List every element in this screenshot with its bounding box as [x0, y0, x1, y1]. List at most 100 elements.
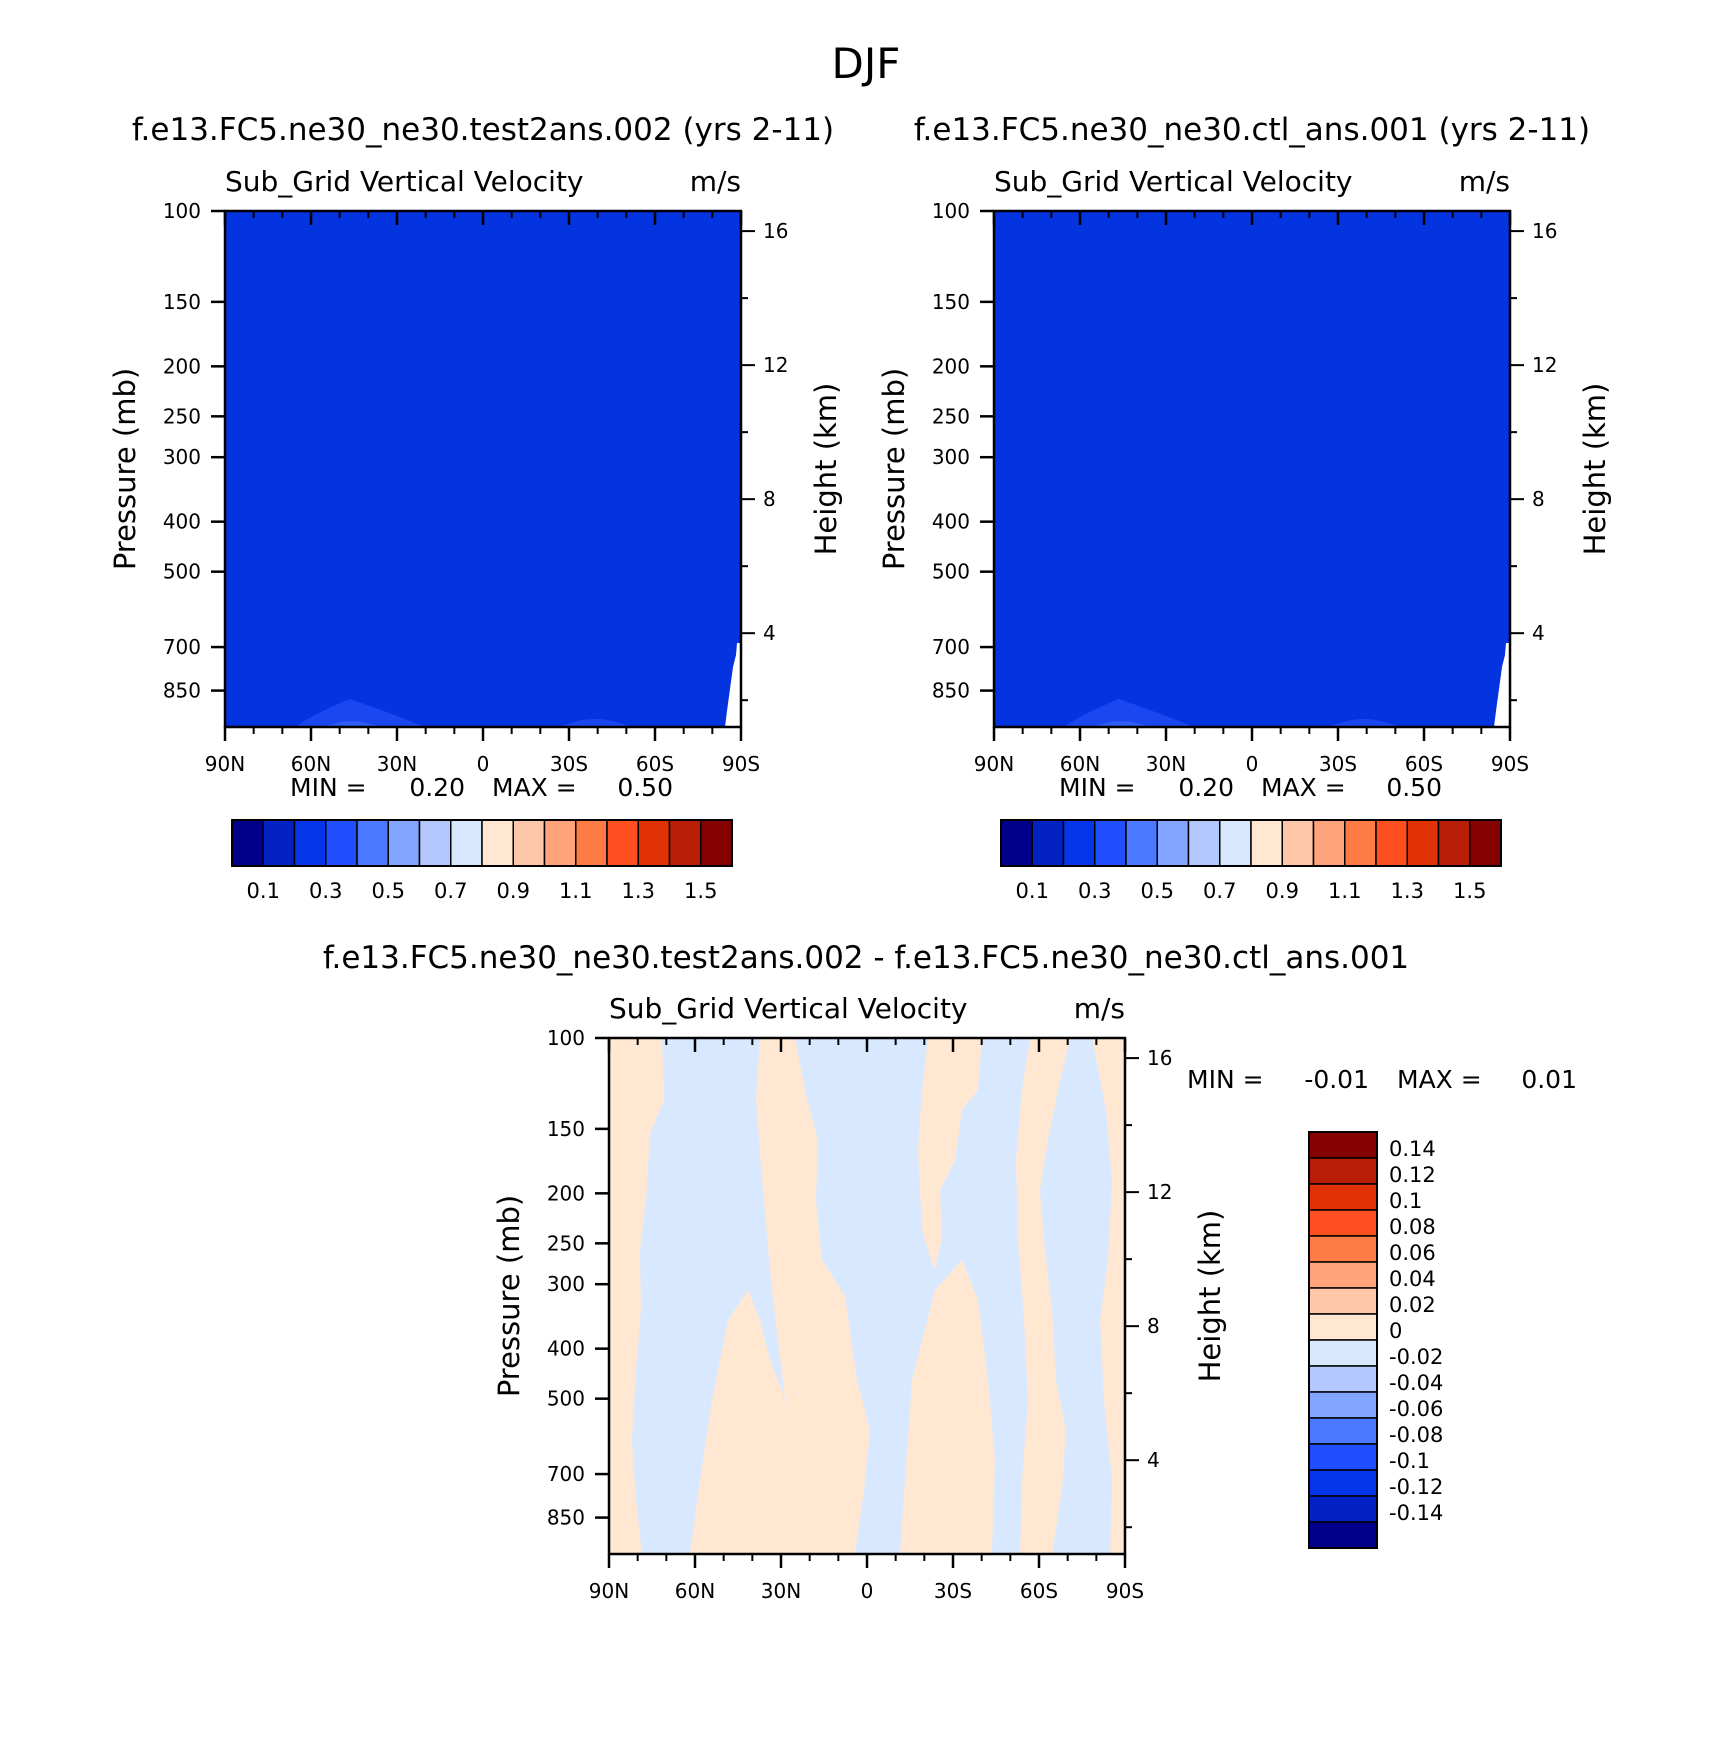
colorbar-box	[1308, 1313, 1378, 1341]
contour-level-0.3	[295, 699, 425, 727]
x-tick-label: 0	[861, 1579, 874, 1603]
colorbar-box	[450, 819, 483, 867]
x-tick-label: 60S	[1020, 1579, 1058, 1603]
colorbar-box	[1281, 819, 1315, 867]
colorbar-label: -0.14	[1389, 1501, 1443, 1525]
units: m/s	[1074, 992, 1125, 1025]
colorbar-label: 1.5	[684, 879, 717, 903]
colorbar-label: 0.7	[1203, 879, 1236, 903]
colorbar-label: 0.3	[309, 879, 342, 903]
panel-control: f.e13.FC5.ne30_ne30.ctl_ans.001 (yrs 2-1…	[877, 112, 1612, 903]
x-tick-label: 0	[1246, 752, 1259, 776]
variable-name: Sub_Grid Vertical Velocity	[994, 165, 1353, 198]
min-value: 0.20	[409, 773, 465, 802]
colorbar-label: -0.02	[1389, 1345, 1443, 1369]
y-tick-label: 700	[163, 635, 201, 659]
plot-area: 90N 60N 30N 0 30S 60S 90S 100 150 200 250 300 400 500…	[108, 165, 843, 903]
colorbar-box	[1308, 1443, 1378, 1471]
colorbar-box	[1308, 1365, 1378, 1393]
max-value: 0.50	[617, 773, 673, 802]
colorbar-box	[1156, 819, 1190, 867]
y-tick-label: 400	[932, 510, 970, 534]
colorbar-frame	[231, 819, 733, 867]
contour-fill	[994, 211, 1510, 727]
colorbar-box	[356, 819, 389, 867]
colorbar-box	[1308, 1261, 1378, 1289]
x-tick-label: 60S	[1405, 752, 1443, 776]
y2-tick-label: 8	[1532, 487, 1545, 511]
y2-tick-label: 8	[1147, 1314, 1160, 1338]
colorbar-box	[1062, 819, 1096, 867]
y-tick-label: 700	[932, 635, 970, 659]
colorbar-label: 0.9	[497, 879, 530, 903]
y2-tick-label: 12	[763, 353, 788, 377]
y2-tick-label: 4	[763, 621, 776, 645]
colorbar-label: -0.1	[1389, 1449, 1430, 1473]
x-tick-label: 0	[477, 752, 490, 776]
y-tick-label: 250	[163, 404, 201, 428]
max-label: MAX =	[1397, 1065, 1482, 1094]
colorbar-box	[1312, 819, 1346, 867]
x-tick-label: 30S	[1319, 752, 1357, 776]
contour-positive-region-7	[1092, 1038, 1125, 1554]
contour-positive-region-3	[756, 1038, 870, 1554]
contour-positive-region-2	[690, 1290, 795, 1554]
panel-difference: f.e13.FC5.ne30_ne30.test2ans.002 - f.e13…	[323, 940, 1577, 1603]
y-tick-label: 200	[932, 354, 970, 378]
colorbar-label: 0.1	[247, 879, 280, 903]
colorbar-box	[1308, 1235, 1378, 1263]
y2-tick-label: 8	[763, 487, 776, 511]
y-tick-label: 700	[547, 1462, 585, 1486]
colorbar-box	[262, 819, 296, 867]
colorbar-label: -0.08	[1389, 1423, 1443, 1447]
y-tick-label: 100	[932, 199, 970, 223]
variable-name: Sub_Grid Vertical Velocity	[225, 165, 584, 198]
variable-name: Sub_Grid Vertical Velocity	[609, 992, 968, 1025]
colorbar-label: 0.5	[1141, 879, 1174, 903]
y2-tick-label: 12	[1147, 1180, 1172, 1204]
contour-field	[994, 211, 1510, 727]
colorbar-box	[1308, 1417, 1378, 1445]
y-tick-label: 850	[932, 679, 970, 703]
x-tick-label: 30N	[377, 752, 417, 776]
colorbar-frame	[1000, 819, 1502, 867]
colorbar-box	[1344, 819, 1377, 867]
max-label: MAX =	[492, 773, 577, 802]
colorbar-box	[1187, 819, 1221, 867]
colorbar-box	[1308, 1131, 1378, 1159]
y-tick-label: 300	[547, 1272, 585, 1296]
y-tick-label: 200	[547, 1181, 585, 1205]
colorbar-box	[231, 819, 264, 867]
colorbar-label: 0.7	[434, 879, 467, 903]
colorbar-box	[700, 819, 733, 867]
max-label: MAX =	[1261, 773, 1346, 802]
min-value: 0.20	[1178, 773, 1234, 802]
x-tick-label: 90N	[589, 1579, 629, 1603]
contour-level-0.35	[1094, 721, 1149, 727]
colorbar-box	[1308, 1469, 1378, 1497]
colorbar-box	[1308, 1157, 1378, 1185]
min-label: MIN =	[290, 773, 367, 802]
x-tick-label: 60S	[636, 752, 674, 776]
min-label: MIN =	[1187, 1065, 1264, 1094]
contour-field	[609, 1038, 1125, 1554]
contour-positive-region-4	[900, 1260, 995, 1554]
x-tick-label: 90S	[722, 752, 760, 776]
colorbar-box	[325, 819, 358, 867]
colorbar-label: 1.1	[559, 879, 592, 903]
y-tick-label: 400	[547, 1337, 585, 1361]
colorbar-label: 0.06	[1389, 1241, 1436, 1265]
colorbar-box	[1308, 1521, 1378, 1549]
colorbar-label: 0.3	[1078, 879, 1111, 903]
colorbar-label: 0.02	[1389, 1293, 1436, 1317]
colorbar-box	[1308, 1339, 1378, 1367]
colorbar-box	[293, 819, 327, 867]
colorbar-label: -0.12	[1389, 1475, 1443, 1499]
contour-level-0.3	[1064, 699, 1194, 727]
colorbar-label: 0.5	[372, 879, 405, 903]
y-tick-label: 150	[932, 290, 970, 314]
y-tick-label: 400	[163, 510, 201, 534]
missing-data-region	[1494, 643, 1510, 727]
max-value: 0.01	[1521, 1065, 1577, 1094]
y-tick-label: 500	[547, 1387, 585, 1411]
